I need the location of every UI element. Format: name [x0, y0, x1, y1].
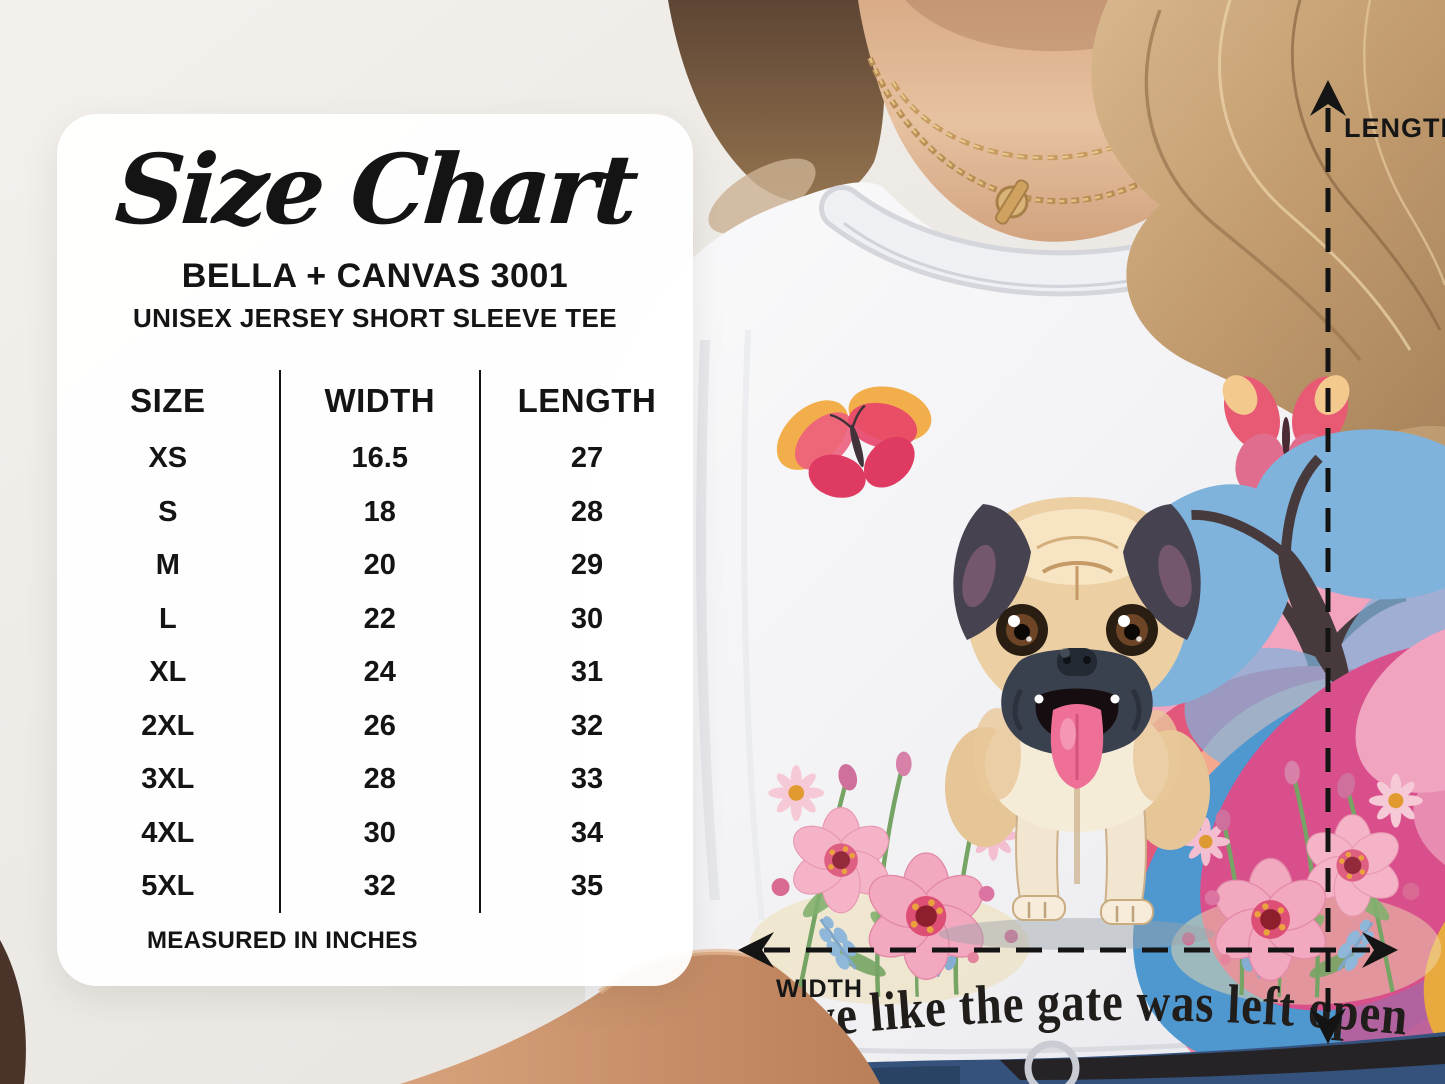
- butterfly-icon: [776, 386, 932, 498]
- header-row: SIZE WIDTH LENGTH: [57, 369, 693, 432]
- table-cell: 24: [279, 645, 481, 700]
- column-header: SIZE: [57, 369, 281, 432]
- table-row: 5XL 32 35: [57, 859, 693, 914]
- table-row: XL 24 31: [57, 645, 693, 700]
- table-row: S 18 28: [57, 485, 693, 539]
- table-cell: 34: [570, 816, 604, 849]
- arrow-right-icon: [1362, 932, 1398, 968]
- table-cell: XL: [57, 645, 281, 700]
- table-cell: M: [57, 538, 281, 593]
- table-row: M 20 29: [57, 538, 693, 593]
- table-cell: 20: [279, 538, 481, 593]
- table-row: L 22 30: [57, 592, 693, 646]
- hair-strands: [1144, 0, 1445, 362]
- table-cell: 30: [570, 602, 604, 635]
- table-cell: 3XL: [57, 752, 281, 807]
- table-cell: 27: [570, 442, 604, 475]
- table-cell: 29: [570, 549, 604, 582]
- table-cell: 31: [570, 656, 604, 689]
- table-cell: 16.5: [279, 431, 481, 486]
- size-table: SIZE WIDTH LENGTH XS 16.5 27 S 18 28 M 20 29 L 22 30 X…: [57, 369, 693, 914]
- table-cell: 28: [279, 752, 481, 807]
- size-chart-card: Size Chart BELLA + CANVAS 3001 UNISEX JE…: [57, 114, 693, 986]
- hair-left: [668, 0, 885, 203]
- hair-bottom-left: [0, 940, 26, 1084]
- table-cell: 26: [279, 699, 481, 753]
- table-cell: 4XL: [57, 806, 281, 860]
- arrow-left-icon: [738, 932, 774, 968]
- size-table-header: SIZE WIDTH LENGTH: [57, 369, 693, 432]
- column-header: LENGTH: [517, 381, 657, 419]
- toggle-clasp-pendant: [995, 179, 1029, 225]
- belt: [1000, 1036, 1445, 1080]
- table-row: XS 16.5 27: [57, 431, 693, 486]
- measured-in-inches-note: MEASURED IN INCHES: [147, 927, 418, 955]
- measurement-overlay: LENGTH WIDTH: [738, 80, 1445, 1044]
- table-cell: 22: [279, 592, 481, 646]
- belt-ring: [1024, 1040, 1080, 1084]
- table-cell: 30: [279, 806, 481, 860]
- table-cell: 32: [570, 709, 604, 742]
- table-cell: XS: [57, 431, 281, 486]
- width-label: WIDTH: [776, 975, 863, 1003]
- table-cell: 28: [570, 495, 604, 528]
- table-row: 2XL 26 32: [57, 699, 693, 753]
- brand-line: BELLA + CANVAS 3001: [181, 256, 569, 295]
- model-arm: [400, 951, 880, 1084]
- size-table-body: XS 16.5 27 S 18 28 M 20 29 L 22 30 XL 24 31 2XL 26 32 3XL 2…: [57, 431, 693, 914]
- column-header: WIDTH: [279, 369, 481, 432]
- table-cell: 33: [570, 763, 604, 796]
- table-cell: L: [57, 592, 281, 646]
- table-cell: 18: [279, 485, 481, 539]
- table-cell: 35: [570, 870, 604, 903]
- table-row: 4XL 30 34: [57, 806, 693, 860]
- table-cell: 5XL: [57, 859, 281, 914]
- arrow-up-icon: [1310, 80, 1346, 116]
- arrow-down-icon: [1310, 1008, 1346, 1044]
- hair-right: [1091, 0, 1445, 455]
- page-title: Size Chart: [112, 133, 639, 246]
- pug-illustration: [939, 497, 1215, 950]
- table-cell: 2XL: [57, 699, 281, 753]
- table-cell: S: [57, 485, 281, 539]
- hair-left-tip: [708, 158, 816, 234]
- table-cell: 32: [279, 859, 481, 914]
- length-label: LENGTH: [1344, 113, 1445, 143]
- table-row: 3XL 28 33: [57, 752, 693, 807]
- product-line: UNISEX JERSEY SHORT SLEEVE TEE: [133, 302, 617, 333]
